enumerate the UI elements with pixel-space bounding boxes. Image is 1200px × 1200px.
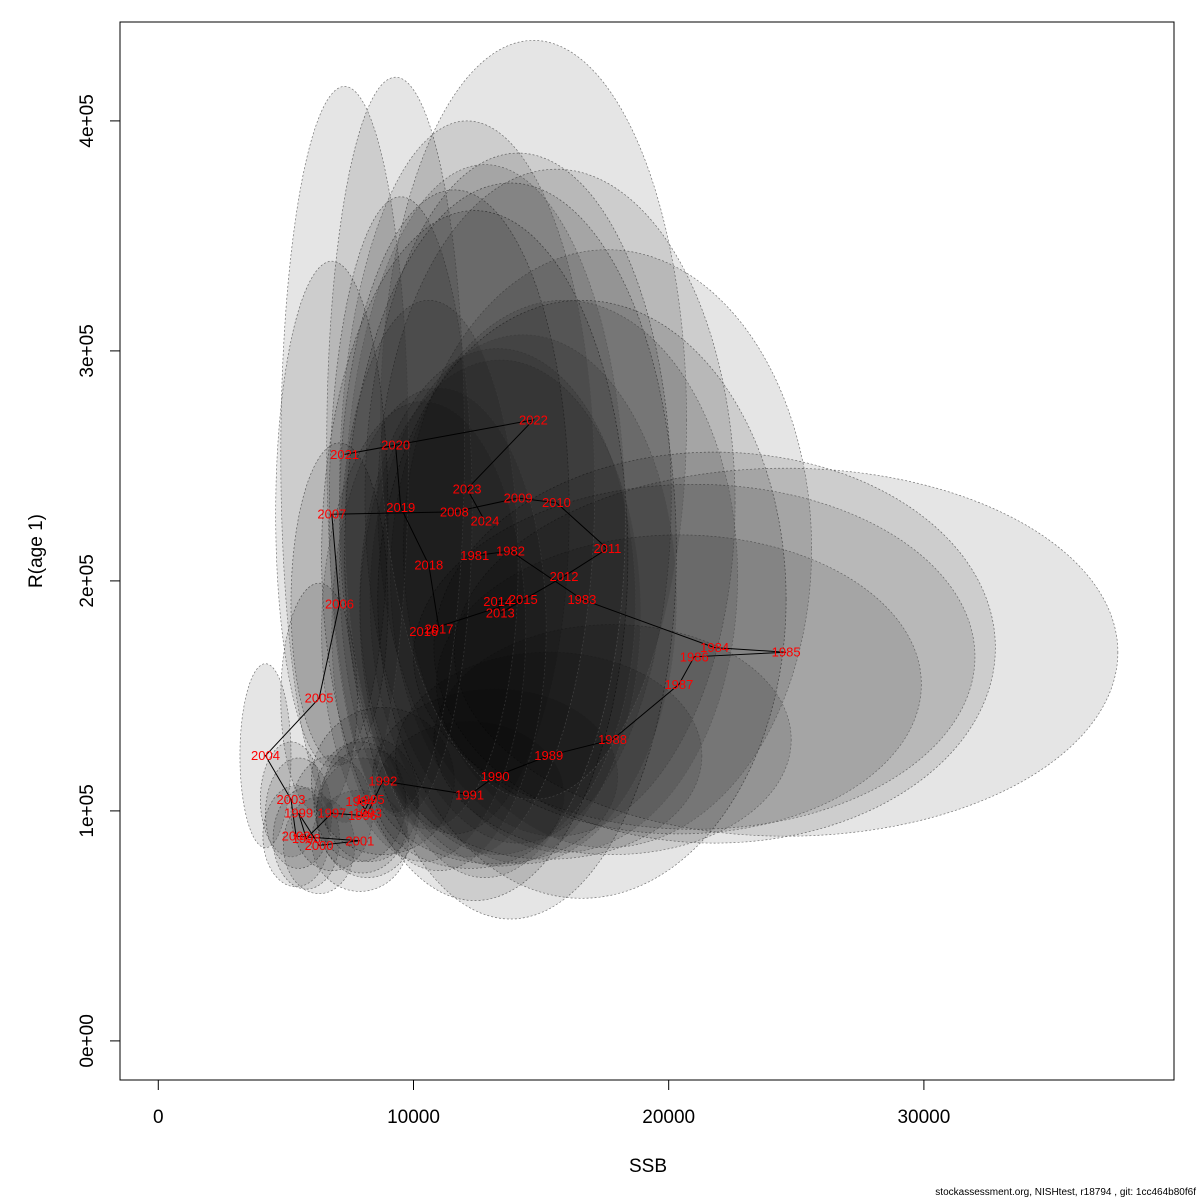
- year-label-2020: 2020: [381, 438, 410, 453]
- year-label-1983: 1983: [567, 592, 596, 607]
- year-label-2005: 2005: [305, 691, 334, 706]
- year-label-1992: 1992: [368, 774, 397, 789]
- year-label-1994: 1994: [345, 794, 374, 809]
- year-label-1993: 1993: [353, 806, 382, 821]
- year-label-2011: 2011: [593, 541, 621, 556]
- year-label-2006: 2006: [325, 596, 354, 611]
- year-label-2001: 2001: [345, 833, 374, 848]
- footer-credit: stockassessment.org, NISHtest, r18794 , …: [935, 1187, 1196, 1198]
- year-label-1991: 1991: [455, 787, 484, 802]
- y-axis-title: R(age 1): [26, 514, 47, 588]
- year-label-1996: 1996: [348, 808, 377, 823]
- year-label-1985: 1985: [772, 645, 801, 660]
- year-label-2014: 2014: [483, 594, 512, 609]
- year-label-2021: 2021: [330, 447, 359, 462]
- year-label-1988: 1988: [598, 732, 627, 747]
- year-label-2003: 2003: [277, 792, 306, 807]
- y-tick-label-100000: 1e+05: [77, 784, 98, 837]
- y-tick-label-400000: 4e+05: [77, 94, 98, 147]
- year-label-1987: 1987: [664, 677, 693, 692]
- year-label-1984: 1984: [700, 640, 729, 655]
- year-label-2012: 2012: [550, 569, 579, 584]
- year-label-2024: 2024: [470, 514, 499, 529]
- year-label-1999: 1999: [284, 806, 313, 821]
- year-label-2018: 2018: [414, 557, 443, 572]
- trajectory-line: [264, 419, 787, 846]
- year-label-2019: 2019: [386, 500, 415, 515]
- year-label-2009: 2009: [504, 491, 533, 506]
- x-tick-label-20000: 20000: [642, 1107, 695, 1128]
- year-label-2008: 2008: [440, 504, 469, 519]
- year-label-2010: 2010: [542, 495, 571, 510]
- year-label-2017: 2017: [425, 622, 454, 637]
- year-label-2002: 2002: [282, 829, 311, 844]
- year-label-1981: 1981: [460, 548, 489, 563]
- x-tick-label-10000: 10000: [387, 1107, 440, 1128]
- year-label-2022: 2022: [519, 412, 548, 427]
- y-axis: 0e+00 1e+05 2e+05 3e+05 4e+05: [77, 94, 121, 1068]
- year-label-1995: 1995: [356, 792, 385, 807]
- year-label-2013: 2013: [486, 606, 515, 621]
- year-label-2007: 2007: [317, 507, 346, 522]
- year-label-1986: 1986: [680, 649, 709, 664]
- year-label-2023: 2023: [453, 481, 482, 496]
- ellipse-2024: [344, 164, 626, 878]
- year-label-1990: 1990: [481, 769, 510, 784]
- year-label-1989: 1989: [534, 748, 563, 763]
- year-label-1997: 1997: [317, 806, 346, 821]
- x-tick-label-0: 0: [153, 1107, 164, 1128]
- y-tick-label-200000: 2e+05: [77, 554, 98, 607]
- year-label-2015: 2015: [509, 592, 538, 607]
- year-label-1998: 1998: [292, 831, 321, 846]
- x-axis-title: SSB: [629, 1156, 667, 1177]
- year-label-1982: 1982: [496, 544, 525, 559]
- x-tick-label-30000: 30000: [897, 1107, 950, 1128]
- ellipse-2021: [280, 86, 409, 823]
- year-label-2016: 2016: [409, 624, 438, 639]
- year-label-2000: 2000: [305, 838, 334, 853]
- y-tick-label-0: 0e+00: [77, 1014, 98, 1067]
- x-axis: 0 10000 20000 30000: [153, 1079, 950, 1128]
- y-tick-label-300000: 3e+05: [77, 324, 98, 377]
- year-label-2004: 2004: [251, 748, 280, 763]
- year-labels: 1981 1982 1983 1984 1985 1986 1987 1988 1989 1990…: [251, 412, 801, 853]
